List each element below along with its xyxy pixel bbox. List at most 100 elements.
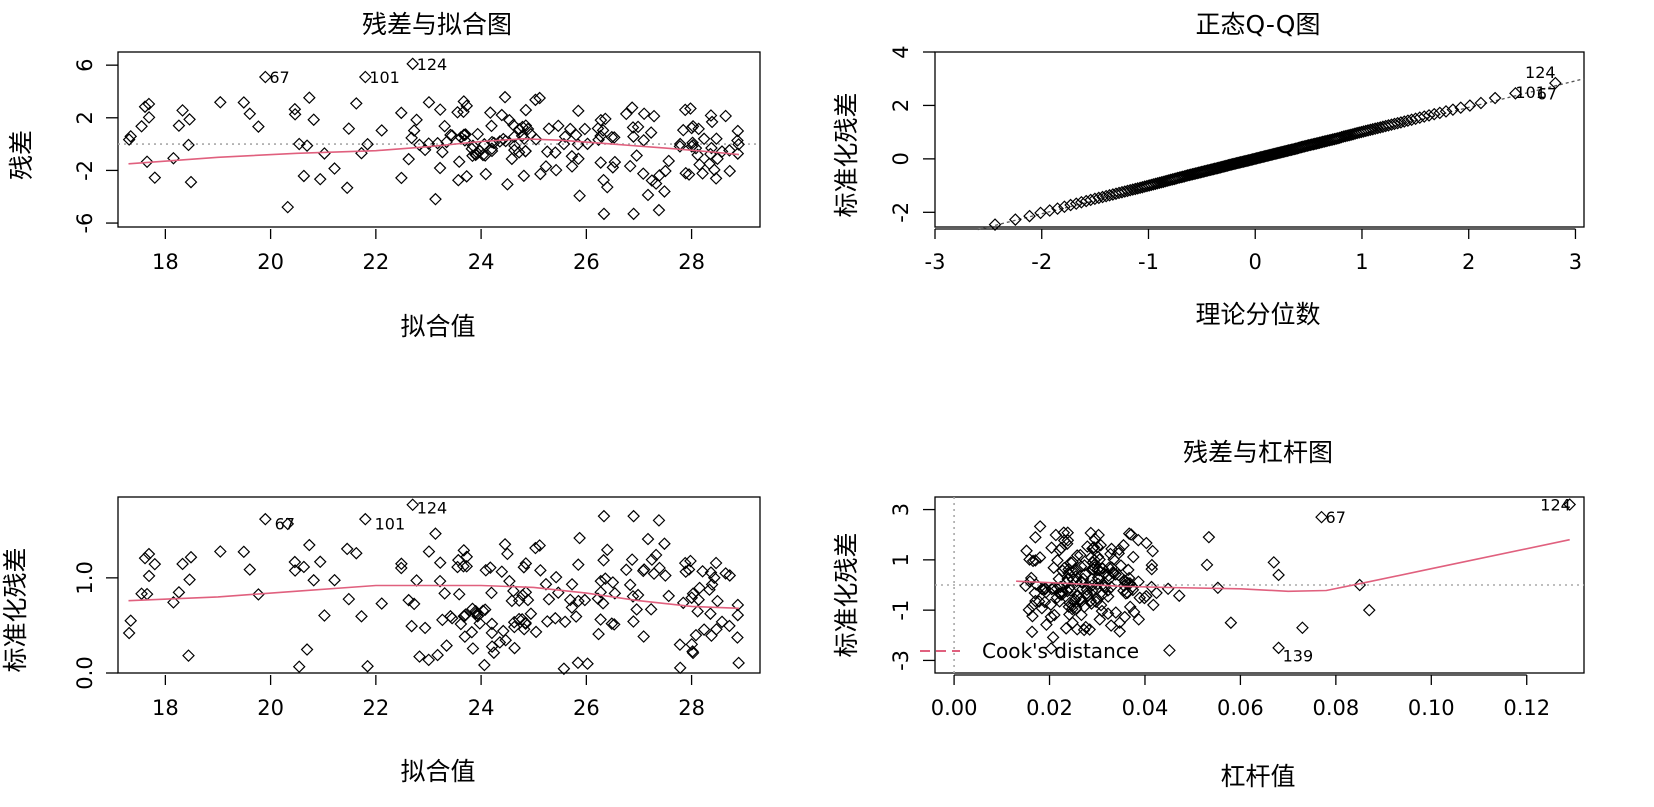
- plot-frame: [117, 496, 761, 674]
- x-axis-title: 杠杆值: [1220, 762, 1295, 791]
- data-point: [1474, 96, 1488, 110]
- data-point: [1150, 586, 1163, 600]
- y-tick-label: -3: [889, 650, 913, 671]
- data-point: [1109, 606, 1123, 619]
- data-point: [292, 660, 306, 674]
- data-point: [512, 122, 526, 136]
- data-point: [496, 624, 510, 638]
- data-point: [473, 144, 487, 158]
- data-point: [124, 614, 138, 628]
- data-point: [328, 162, 341, 175]
- data-point: [1059, 622, 1073, 635]
- data-point: [696, 564, 709, 578]
- data-point: [1092, 191, 1106, 205]
- data-point: [529, 132, 543, 146]
- x-tick-label: 24: [468, 250, 495, 274]
- data-point: [1132, 613, 1146, 626]
- data-point: [1388, 117, 1401, 131]
- data-point: [524, 607, 538, 621]
- data-point: [676, 596, 690, 610]
- data-point: [1272, 641, 1285, 655]
- data-point: [1422, 109, 1436, 122]
- data-point: [457, 559, 470, 573]
- data-point: [719, 567, 733, 580]
- data-point: [406, 57, 420, 71]
- data-point: [485, 119, 498, 133]
- data-point: [515, 612, 529, 626]
- data-point: [704, 109, 718, 122]
- data-point: [503, 113, 516, 127]
- data-point: [176, 104, 189, 117]
- data-point: [469, 606, 483, 620]
- data-point: [641, 188, 655, 202]
- data-point: [558, 130, 572, 144]
- data-point: [176, 557, 189, 571]
- data-point: [1069, 601, 1083, 615]
- data-point: [988, 218, 1002, 231]
- data-point: [349, 546, 363, 560]
- data-point: [413, 650, 426, 663]
- data-point: [529, 541, 542, 555]
- x-tick-label: -2: [1031, 250, 1052, 274]
- data-point: [678, 556, 692, 570]
- plot-frame: [934, 51, 1585, 228]
- data-point: [288, 107, 302, 121]
- data-point: [697, 132, 711, 146]
- data-point: [485, 142, 499, 156]
- data-point: [140, 155, 154, 169]
- data-point: [711, 152, 724, 166]
- x-tick-label: 2: [1462, 250, 1475, 274]
- data-point: [473, 617, 487, 630]
- data-point: [693, 581, 706, 595]
- data-point: [1088, 561, 1101, 574]
- data-point: [673, 638, 687, 651]
- y-tick-label: -2: [889, 202, 913, 223]
- data-point: [302, 91, 316, 105]
- data-point: [1091, 563, 1105, 577]
- data-point: [608, 155, 622, 169]
- data-point: [213, 545, 227, 558]
- x-tick-label: 18: [152, 696, 179, 720]
- data-point: [237, 96, 251, 109]
- data-point: [444, 609, 457, 623]
- x-tick-label: 0.06: [1217, 696, 1264, 720]
- data-point: [1038, 595, 1052, 609]
- data-point: [649, 177, 663, 190]
- data-point: [501, 547, 514, 561]
- point-label: 124: [417, 498, 448, 517]
- point-label: 101: [1515, 83, 1546, 102]
- data-point: [466, 139, 480, 153]
- scale-location-panel: 18 20 22 24 26 28 0.0 1.0 拟合值 标准化残差 67 101 124: [1, 496, 761, 786]
- data-point: [485, 586, 498, 600]
- data-point: [138, 100, 152, 114]
- data-point: [1123, 600, 1137, 614]
- data-point: [723, 569, 737, 582]
- data-point: [361, 659, 374, 673]
- data-point: [355, 146, 368, 160]
- data-point: [723, 164, 737, 178]
- data-point: [252, 588, 265, 601]
- data-point: [452, 173, 465, 187]
- data-point: [1080, 586, 1094, 600]
- data-point: [565, 149, 579, 163]
- data-point: [300, 643, 314, 656]
- data-point: [703, 583, 716, 597]
- data-point: [479, 563, 493, 577]
- data-point: [422, 545, 436, 558]
- data-point: [1077, 623, 1091, 637]
- data-point: [1311, 136, 1325, 150]
- x-axis-title: 理论分位数: [1195, 300, 1320, 329]
- x-tick-label: 0.02: [1026, 696, 1073, 720]
- data-point: [686, 136, 699, 150]
- data-point: [1118, 185, 1132, 198]
- data-point: [1078, 567, 1092, 581]
- data-point: [517, 132, 531, 146]
- data-point: [1101, 584, 1115, 597]
- data-point: [1337, 130, 1350, 143]
- data-point: [459, 608, 472, 621]
- data-point: [1025, 625, 1039, 639]
- data-point: [1086, 541, 1100, 555]
- data-point: [723, 619, 736, 633]
- data-point: [252, 120, 265, 133]
- data-point: [1026, 609, 1039, 623]
